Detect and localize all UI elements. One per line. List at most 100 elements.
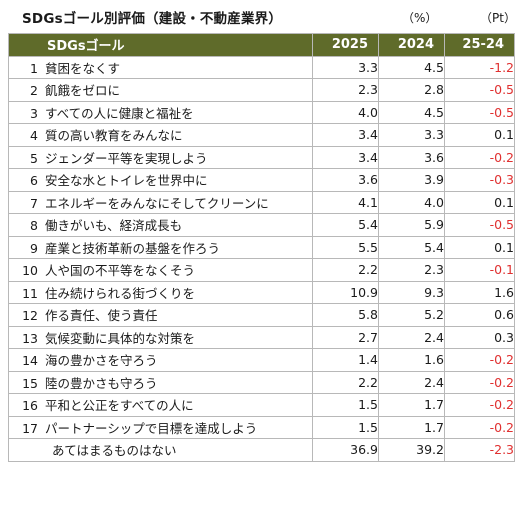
value-2025-cell: 2.3 <box>312 78 379 102</box>
value-2024-cell: 2.4 <box>378 325 445 349</box>
goal-number: 10 <box>22 263 38 279</box>
goal-number: 7 <box>30 195 38 211</box>
value-2025-cell: 36.9 <box>312 438 379 462</box>
diff-cell: 1.6 <box>444 280 515 304</box>
value-2025-cell: 2.2 <box>312 258 379 282</box>
table-row: あてはまるものはない 36.9 39.2 -2.3 <box>8 438 515 462</box>
value-2024-cell: 5.2 <box>378 303 445 327</box>
goal-cell: 11 住み続けられる街づくりを <box>8 280 313 304</box>
diff-cell: 0.3 <box>444 325 515 349</box>
title-row: SDGsゴール別評価（建設・不動産業界） （%） （Pt） <box>0 0 520 30</box>
goal-name: 質の高い教育をみんなに <box>45 128 183 144</box>
table-row: 1 貧困をなくす 3.3 4.5 -1.2 <box>8 55 515 79</box>
goal-name: エネルギーをみんなにそしてクリーンに <box>45 195 269 211</box>
goal-number: 5 <box>30 150 38 166</box>
goal-number: 14 <box>22 353 38 369</box>
value-2025-cell: 5.4 <box>312 213 379 237</box>
goal-number: 8 <box>30 218 38 234</box>
value-2025-cell: 3.6 <box>312 168 379 192</box>
diff-cell: -0.2 <box>444 145 515 169</box>
goal-cell: 6 安全な水とトイレを世界中に <box>8 168 313 192</box>
value-2024-cell: 1.7 <box>378 393 445 417</box>
value-2024-cell: 3.6 <box>378 145 445 169</box>
goal-name: あてはまるものはない <box>52 443 177 459</box>
goal-cell: 1 貧困をなくす <box>8 55 313 79</box>
unit-points-label: （Pt） <box>480 11 516 25</box>
goal-number: 3 <box>30 105 38 121</box>
table-body: 1 貧困をなくす 3.3 4.5 -1.2 2 飢餓をゼロに 2.3 2.8 -0.5 3 すべての人… <box>8 55 515 462</box>
goal-number: 15 <box>22 375 38 391</box>
goal-cell: 13 気候変動に具体的な対策を <box>8 325 313 349</box>
table-row: 12 作る責任、使う責任 5.8 5.2 0.6 <box>8 303 515 327</box>
value-2025-cell: 5.8 <box>312 303 379 327</box>
goal-cell: 14 海の豊かさを守ろう <box>8 348 313 372</box>
goal-name: すべての人に健康と福祉を <box>45 105 194 121</box>
goal-name: ジェンダー平等を実現しよう <box>45 150 208 166</box>
value-2025-cell: 5.5 <box>312 235 379 259</box>
goal-number: 17 <box>22 420 38 436</box>
goal-number: 1 <box>30 60 38 76</box>
goal-number: 13 <box>22 330 38 346</box>
value-2024-cell: 3.9 <box>378 168 445 192</box>
table-title: SDGsゴール別評価（建設・不動産業界） <box>22 11 283 27</box>
value-2024-cell: 5.9 <box>378 213 445 237</box>
diff-cell: -0.2 <box>444 370 515 394</box>
goal-name: 気候変動に具体的な対策を <box>45 330 196 346</box>
value-2025-cell: 2.7 <box>312 325 379 349</box>
table-row: 17 パートナーシップで目標を達成しよう 1.5 1.7 -0.2 <box>8 415 515 439</box>
goal-name: 産業と技術革新の基盤を作ろう <box>45 240 221 256</box>
table-row: 14 海の豊かさを守ろう 1.4 1.6 -0.2 <box>8 348 515 372</box>
goal-cell: 5 ジェンダー平等を実現しよう <box>8 145 313 169</box>
goal-name: パートナーシップで目標を達成しよう <box>45 420 258 436</box>
table-row: 16 平和と公正をすべての人に 1.5 1.7 -0.2 <box>8 393 515 417</box>
value-2024-cell: 3.3 <box>378 123 445 147</box>
table-row: 8 働きがいも、経済成長も 5.4 5.9 -0.5 <box>8 213 515 237</box>
value-2024-cell: 2.8 <box>378 78 445 102</box>
value-2025-cell: 2.2 <box>312 370 379 394</box>
goal-name: 作る責任、使う責任 <box>45 308 158 324</box>
goal-cell: 17 パートナーシップで目標を達成しよう <box>8 415 313 439</box>
value-2025-cell: 3.4 <box>312 123 379 147</box>
goal-name: 住み続けられる街づくりを <box>45 285 196 301</box>
diff-cell: -0.3 <box>444 168 515 192</box>
goal-cell: 10 人や国の不平等をなくそう <box>8 258 313 282</box>
diff-cell: -2.3 <box>444 438 515 462</box>
value-2024-cell: 4.5 <box>378 55 445 79</box>
value-2024-cell: 9.3 <box>378 280 445 304</box>
diff-cell: -0.1 <box>444 258 515 282</box>
table-header-row: SDGsゴール 2025 2024 25-24 <box>8 33 515 57</box>
goal-cell: 8 働きがいも、経済成長も <box>8 213 313 237</box>
column-header-diff: 25-24 <box>444 33 515 57</box>
goal-name: 安全な水とトイレを世界中に <box>45 173 208 189</box>
table-row: 2 飢餓をゼロに 2.3 2.8 -0.5 <box>8 78 515 102</box>
table-row: 9 産業と技術革新の基盤を作ろう 5.5 5.4 0.1 <box>8 235 515 259</box>
goal-number: 4 <box>30 128 38 144</box>
goal-number: 9 <box>30 240 38 256</box>
diff-cell: 0.6 <box>444 303 515 327</box>
diff-cell: -0.5 <box>444 213 515 237</box>
diff-cell: -0.5 <box>444 100 515 124</box>
value-2024-cell: 1.7 <box>378 415 445 439</box>
goal-name: 飢餓をゼロに <box>45 83 121 99</box>
diff-cell: -1.2 <box>444 55 515 79</box>
table-row: 10 人や国の不平等をなくそう 2.2 2.3 -0.1 <box>8 258 515 282</box>
goal-number: 11 <box>22 285 38 301</box>
goal-name: 働きがいも、経済成長も <box>45 218 183 234</box>
value-2025-cell: 3.3 <box>312 55 379 79</box>
column-header-2025: 2025 <box>312 33 379 57</box>
table-row: 5 ジェンダー平等を実現しよう 3.4 3.6 -0.2 <box>8 145 515 169</box>
column-header-goal: SDGsゴール <box>8 33 313 57</box>
table-row: 6 安全な水とトイレを世界中に 3.6 3.9 -0.3 <box>8 168 515 192</box>
value-2025-cell: 1.5 <box>312 415 379 439</box>
column-header-2024: 2024 <box>378 33 445 57</box>
table-row: 3 すべての人に健康と福祉を 4.0 4.5 -0.5 <box>8 100 515 124</box>
goal-cell: 2 飢餓をゼロに <box>8 78 313 102</box>
value-2024-cell: 4.0 <box>378 190 445 214</box>
goal-cell: 7 エネルギーをみんなにそしてクリーンに <box>8 190 313 214</box>
value-2025-cell: 10.9 <box>312 280 379 304</box>
value-2024-cell: 2.4 <box>378 370 445 394</box>
value-2024-cell: 4.5 <box>378 100 445 124</box>
diff-cell: -0.2 <box>444 415 515 439</box>
goal-cell: 12 作る責任、使う責任 <box>8 303 313 327</box>
diff-cell: 0.1 <box>444 190 515 214</box>
